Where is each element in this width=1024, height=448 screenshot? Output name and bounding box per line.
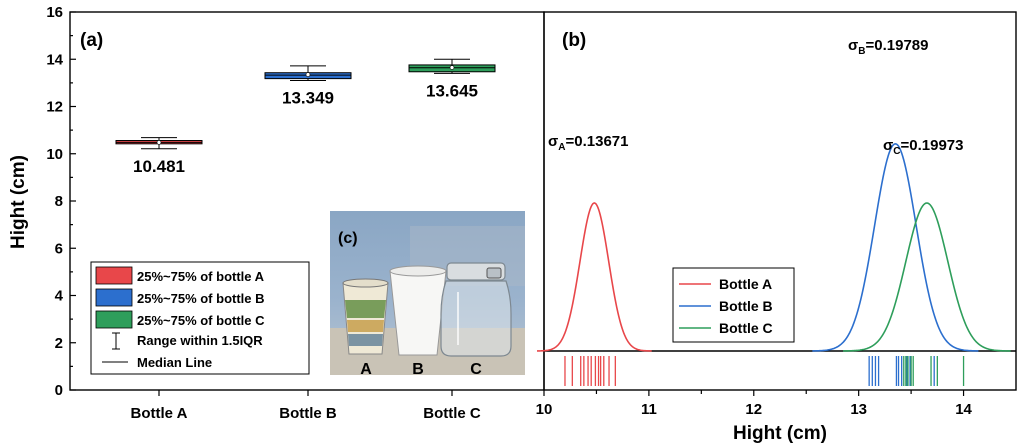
y-tick-label: 16	[46, 4, 63, 21]
panel-b-curves	[536, 142, 1011, 352]
photo-label-a: A	[360, 361, 372, 378]
panel-b-legend: Bottle A Bottle B Bottle C	[672, 267, 795, 343]
jar-c-illustration	[440, 262, 512, 357]
y-tick-label: 12	[46, 99, 63, 116]
sigma-label: σC=0.19973	[883, 137, 963, 157]
photo-inset-c: (c) A B C	[330, 211, 525, 378]
y-tick-label: 4	[55, 288, 64, 305]
panel-b-label: (b)	[562, 30, 586, 51]
legend-b-label-c: Bottle C	[719, 320, 773, 336]
legend-swatch-b	[95, 288, 133, 307]
panel-a-y-ticks: 0 2 4 6 8 10 12 14 16	[46, 4, 76, 399]
panel-a-boxes	[115, 58, 496, 150]
legend-label-median: Median Line	[137, 355, 212, 370]
legend-label-c: 25%~75% of bottle C	[137, 313, 265, 328]
y-tick-label: 8	[55, 193, 63, 210]
panel-a-legend: 25%~75% of bottle A 25%~75% of bottle B …	[90, 261, 310, 375]
y-axis-label: Hight (cm)	[8, 155, 29, 249]
y-tick-label: 2	[55, 335, 63, 352]
panel-b-frame	[543, 11, 1017, 391]
curve-bottle-b	[812, 142, 979, 352]
legend-label-b: 25%~75% of bottle B	[137, 291, 265, 306]
y-tick-label: 6	[55, 240, 63, 257]
panel-b-rug	[564, 356, 965, 386]
box-bottle-c	[408, 58, 496, 74]
mean-marker	[449, 65, 455, 70]
panel-b-distribution: 10 11 12 13 14 σA=0.13671 σB=0.19789 σC=0.1997…	[536, 11, 1017, 444]
panel-a-label: (a)	[80, 30, 103, 51]
x-tick-label: Bottle A	[131, 405, 188, 422]
x-tick-label: Bottle C	[423, 405, 481, 422]
y-tick-label: 10	[46, 146, 63, 163]
sigma-label: σB=0.19789	[848, 37, 928, 57]
x-tick-label: 11	[641, 401, 657, 418]
x-tick-label: 13	[850, 401, 867, 418]
median-value-label: 13.349	[282, 89, 334, 108]
curve-bottle-c	[843, 202, 1011, 352]
x-tick-label: 10	[536, 401, 553, 418]
box-bottle-b	[264, 65, 352, 82]
curve-bottle-a	[536, 202, 652, 352]
panel-b-sigma-labels: σA=0.13671 σB=0.19789 σC=0.19973	[548, 37, 963, 157]
photo-label-b: B	[412, 361, 424, 378]
legend-label-a: 25%~75% of bottle A	[137, 269, 265, 284]
x-tick-label: Bottle B	[279, 405, 337, 422]
median-value-label: 13.645	[426, 81, 478, 100]
sigma-label: σA=0.13671	[548, 133, 628, 153]
legend-b-frame	[672, 267, 795, 343]
cup-a-illustration	[342, 278, 389, 355]
box-bottle-a	[115, 137, 203, 150]
panel-a-boxplot: 0 2 4 6 8 10 12 14 16 Bottle A Bottle B Bottle C 1…	[8, 4, 545, 422]
photo-label-c: C	[470, 361, 482, 378]
legend-swatch-c	[95, 310, 133, 329]
x-tick-label: 14	[955, 401, 972, 418]
mean-marker	[156, 140, 162, 145]
legend-b-label-b: Bottle B	[719, 298, 773, 314]
x-axis-label: Hight (cm)	[733, 423, 827, 444]
panel-c-label: (c)	[338, 230, 358, 247]
y-tick-label: 0	[55, 382, 63, 399]
legend-whisker-icon	[112, 332, 120, 350]
cup-b-illustration	[389, 265, 447, 356]
median-value-label: 10.481	[133, 157, 185, 176]
y-tick-label: 14	[46, 51, 63, 68]
mean-marker	[305, 72, 311, 77]
legend-b-label-a: Bottle A	[719, 276, 772, 292]
x-tick-label: 12	[745, 401, 762, 418]
panel-a-median-labels: 10.481 13.349 13.645	[133, 81, 478, 175]
legend-swatch-a	[95, 266, 133, 285]
legend-label-range: Range within 1.5IQR	[137, 333, 263, 348]
panel-b-x-ticks: 10 11 12 13 14	[536, 390, 973, 418]
panel-a-x-ticks: Bottle A Bottle B Bottle C	[131, 390, 481, 422]
